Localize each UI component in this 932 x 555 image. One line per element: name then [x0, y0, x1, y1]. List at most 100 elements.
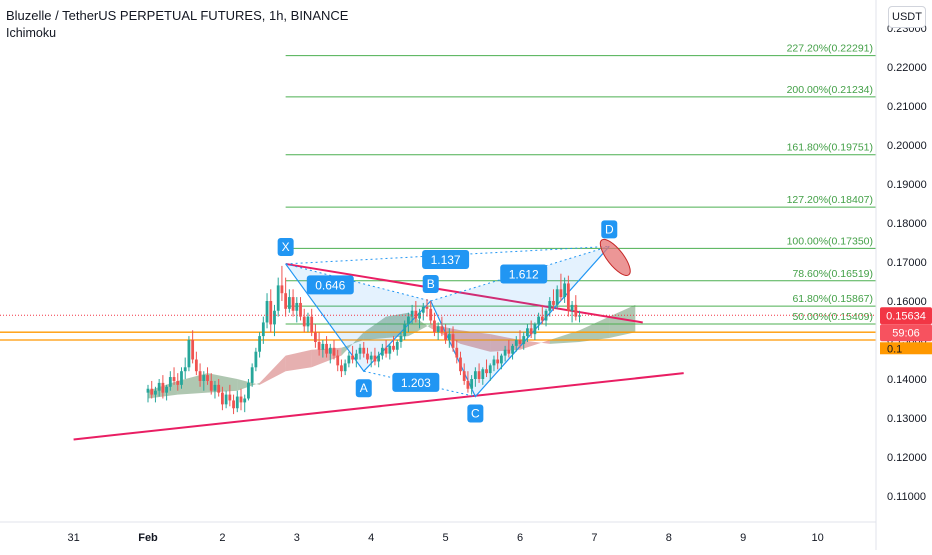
candle-body	[187, 340, 191, 368]
candle-body	[299, 302, 302, 317]
candle-body	[343, 363, 347, 372]
candle	[284, 277, 288, 317]
candle-body	[399, 336, 403, 342]
time-tick-label: 2	[219, 532, 225, 544]
candle	[194, 351, 198, 376]
candle	[299, 297, 302, 321]
candle-body	[310, 316, 314, 333]
candle	[351, 345, 354, 364]
candle	[466, 371, 470, 393]
candle	[306, 312, 310, 333]
candle	[500, 353, 503, 370]
candlesticks	[146, 265, 581, 415]
candle	[533, 322, 537, 340]
target-zone	[599, 238, 631, 276]
candle-body	[433, 320, 436, 333]
time-tick-label: 31	[67, 532, 79, 544]
candle-body	[570, 304, 574, 311]
candle-body	[578, 315, 581, 317]
time-tick-label: 9	[740, 532, 746, 544]
time-tick-label: 3	[294, 532, 300, 544]
candle-body	[451, 334, 455, 348]
candle-body	[209, 380, 213, 391]
candle	[291, 289, 295, 317]
candle	[399, 332, 403, 348]
candle	[176, 373, 180, 391]
currency-selector[interactable]: USDT	[888, 6, 926, 28]
candle-body	[250, 367, 254, 383]
chart-header: Bluzelle / TetherUS PERPETUAL FUTURES, 1…	[6, 8, 348, 40]
candle-body	[477, 371, 481, 379]
candle-body	[373, 355, 377, 362]
candle	[206, 367, 209, 385]
candle-body	[380, 347, 384, 356]
candle-body	[466, 380, 470, 389]
candle	[384, 340, 388, 358]
time-tick-label: 5	[443, 532, 449, 544]
candle	[555, 285, 559, 309]
point-marker-box	[601, 220, 618, 239]
candle-body	[235, 396, 239, 409]
candle-body	[522, 336, 526, 344]
candle	[321, 340, 325, 358]
candle	[150, 380, 154, 399]
candle	[436, 322, 440, 340]
candle	[429, 301, 433, 325]
symbol-title[interactable]: Bluzelle / TetherUS PERPETUAL FUTURES, 1…	[6, 8, 349, 23]
indicator-label[interactable]: Ichimoku	[6, 26, 57, 40]
candle	[217, 379, 221, 397]
candle-body	[284, 293, 288, 309]
ratio-label-box	[500, 264, 548, 284]
fib-label: 227.20%(0.22291)	[787, 43, 873, 55]
candle-body	[354, 353, 358, 360]
candle-body	[146, 388, 150, 393]
point-marker-box	[355, 379, 372, 398]
candle	[235, 390, 239, 413]
time-tick-label: Feb	[138, 532, 158, 544]
candle-body	[273, 310, 276, 325]
candle	[276, 277, 280, 317]
ratio-label-box	[422, 250, 470, 270]
candle	[265, 293, 269, 329]
candle	[213, 380, 217, 399]
candle-body	[261, 322, 265, 337]
candle-body	[221, 392, 224, 405]
candle	[574, 295, 578, 321]
candle-body	[418, 312, 421, 319]
countdown-value: 59:06	[892, 327, 920, 339]
candle	[425, 299, 429, 317]
price-tick-label: 0.12000	[887, 452, 927, 464]
candle-body	[194, 359, 198, 372]
point-marker-d: D	[601, 220, 618, 239]
candle-body	[529, 328, 533, 335]
candle-body	[206, 375, 209, 381]
candle	[243, 394, 247, 413]
point-marker-a: A	[355, 379, 372, 398]
candle-body	[526, 328, 529, 337]
candle-body	[157, 382, 161, 391]
candle-body	[470, 379, 474, 389]
candle-body	[407, 316, 410, 325]
candle	[537, 312, 540, 331]
candle	[444, 324, 447, 344]
candle	[232, 394, 235, 415]
candle-body	[574, 304, 578, 317]
candle-body	[392, 345, 395, 350]
price-tick-label: 0.21000	[887, 101, 927, 113]
candle-body	[280, 285, 284, 294]
candle	[433, 312, 436, 337]
pattern-markers: X A B C D 0.646 1.137 1.203 1.612	[277, 220, 618, 423]
candle	[165, 384, 168, 401]
cloud-segment	[363, 316, 387, 340]
candle-body	[511, 345, 514, 354]
candle-body	[566, 283, 570, 311]
price-tick-label: 0.17000	[887, 257, 927, 269]
ratio-label-text: 1.137	[431, 253, 461, 267]
candle-body	[436, 326, 440, 333]
candle	[578, 310, 581, 323]
candle	[354, 349, 358, 368]
candle	[224, 390, 228, 409]
candle	[314, 324, 317, 348]
